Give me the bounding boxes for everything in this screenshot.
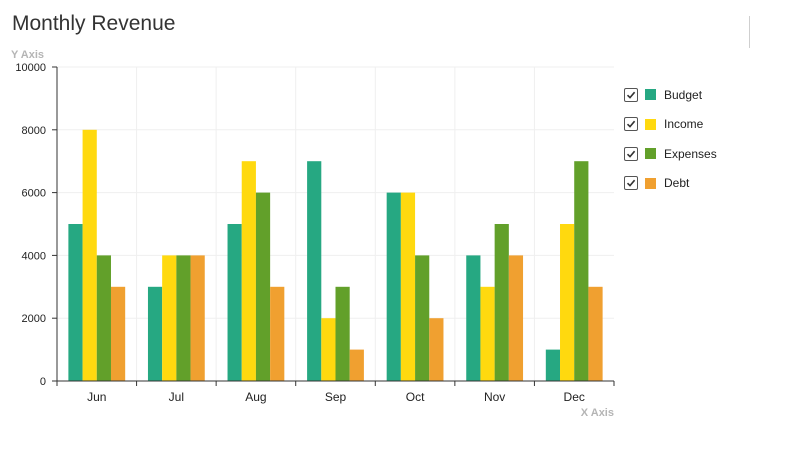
bar-budget-oct[interactable] [386, 192, 401, 381]
legend-label: Income [664, 117, 704, 132]
bar-expenses-dec[interactable] [574, 161, 589, 381]
legend-item-budget[interactable]: Budget [624, 80, 717, 110]
y-tick-label: 4000 [22, 250, 46, 262]
legend-item-expenses[interactable]: Expenses [624, 139, 717, 169]
bar-income-aug[interactable] [241, 161, 256, 381]
bar-debt-sep[interactable] [349, 349, 364, 381]
bar-income-sep[interactable] [321, 318, 336, 381]
legend-item-income[interactable]: Income [624, 110, 717, 140]
bar-expenses-sep[interactable] [335, 286, 350, 381]
y-tick-label: 6000 [22, 188, 46, 200]
grid-lines [57, 66, 614, 382]
legend-checkbox-checked-icon[interactable] [624, 176, 638, 191]
bar-income-jul[interactable] [162, 255, 177, 381]
y-tick-label: 8000 [22, 125, 46, 137]
x-tick-label: Dec [564, 390, 585, 404]
bar-debt-nov[interactable] [508, 255, 524, 381]
bar-expenses-nov[interactable] [494, 224, 509, 381]
bar-expenses-jun[interactable] [96, 255, 111, 381]
legend: Budget Income Expenses Debt [624, 80, 717, 198]
x-tick-label: Oct [406, 390, 425, 404]
bar-debt-jul[interactable] [190, 255, 205, 381]
bar-debt-dec[interactable] [588, 286, 603, 381]
bar-income-oct[interactable] [400, 192, 416, 381]
legend-label: Debt [664, 176, 690, 191]
y-tick-label: 0 [40, 376, 46, 388]
x-tick-label: Nov [484, 390, 505, 404]
bar-budget-dec[interactable] [545, 349, 561, 381]
legend-swatch [645, 148, 656, 160]
tick-labels: 0 2000 4000 6000 8000 10000 Jun Jul Aug Sep Oct Nov… [15, 62, 584, 404]
bars-group [68, 129, 603, 381]
legend-item-debt[interactable]: Debt [624, 169, 717, 199]
bar-expenses-jul[interactable] [176, 255, 191, 381]
x-tick-label: Jul [169, 390, 184, 404]
legend-swatch [645, 177, 656, 189]
y-tick-label: 2000 [22, 313, 46, 325]
axes [52, 66, 615, 386]
bar-budget-jul[interactable] [147, 286, 163, 381]
bar-debt-oct[interactable] [429, 318, 444, 381]
x-tick-label: Sep [325, 390, 347, 404]
bar-income-jun[interactable] [82, 129, 97, 381]
bar-income-dec[interactable] [560, 224, 575, 381]
bar-budget-nov[interactable] [466, 255, 481, 381]
legend-checkbox-checked-icon[interactable] [624, 117, 638, 132]
legend-checkbox-checked-icon[interactable] [624, 87, 638, 102]
bar-debt-aug[interactable] [270, 286, 285, 381]
bar-income-nov[interactable] [480, 286, 495, 381]
x-tick-label: Aug [245, 390, 266, 404]
bar-debt-jun[interactable] [110, 286, 126, 381]
legend-swatch [645, 89, 656, 101]
bar-budget-sep[interactable] [307, 161, 322, 381]
legend-label: Expenses [664, 146, 717, 161]
legend-swatch [645, 118, 656, 130]
toolbar-divider [749, 16, 750, 48]
y-axis-label: Y Axis [11, 49, 44, 61]
legend-checkbox-checked-icon[interactable] [624, 146, 638, 161]
bar-expenses-aug[interactable] [255, 192, 271, 381]
legend-label: Budget [664, 87, 703, 102]
x-axis-label: X Axis [581, 407, 614, 419]
x-tick-label: Jun [87, 390, 106, 404]
bar-budget-aug[interactable] [227, 224, 242, 381]
y-tick-label: 10000 [15, 62, 46, 74]
bar-expenses-oct[interactable] [415, 255, 430, 381]
chart-title: Monthly Revenue [12, 12, 176, 35]
bar-budget-jun[interactable] [68, 224, 83, 381]
